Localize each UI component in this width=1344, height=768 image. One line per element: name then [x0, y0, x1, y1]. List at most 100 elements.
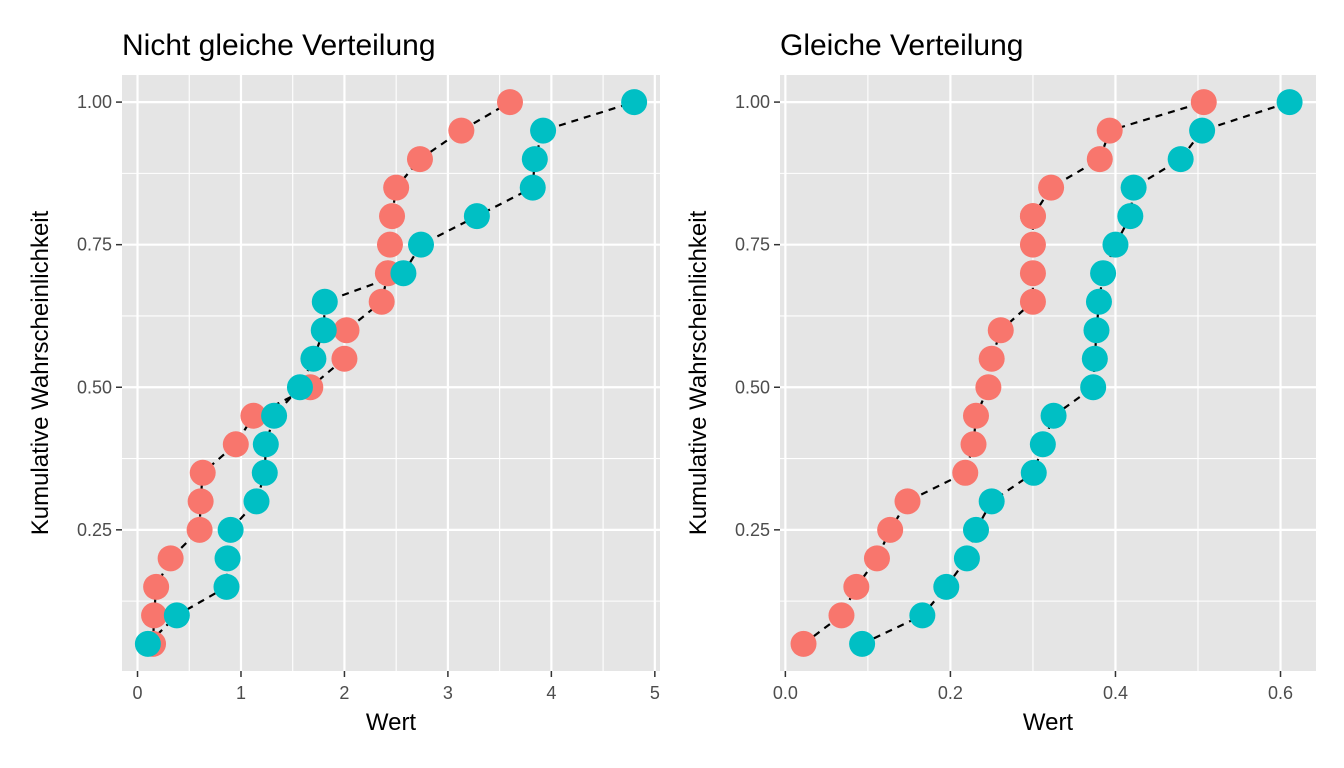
y-tick-label: 1.00 — [735, 92, 770, 112]
data-point — [962, 516, 989, 543]
x-tick-label: 0.6 — [1268, 683, 1293, 703]
chart-title-left: Nicht gleiche Verteilung — [122, 29, 436, 62]
data-point — [1102, 231, 1129, 258]
data-point — [157, 545, 184, 572]
plot-panel-right — [780, 75, 1316, 671]
data-point — [978, 345, 1005, 372]
plot-panel-left — [122, 75, 660, 671]
data-point — [186, 516, 213, 543]
y-tick-label: 0.75 — [77, 235, 112, 255]
data-point — [187, 488, 214, 515]
y-tick-label: 0.25 — [77, 520, 112, 540]
data-point — [843, 573, 870, 600]
x-tick-label: 1 — [236, 683, 246, 703]
data-point — [953, 545, 980, 572]
y-axis-title-right: Kumulative Wahrscheinlichkeit — [685, 210, 712, 535]
data-point — [163, 602, 190, 629]
y-tick-label: 0.75 — [735, 235, 770, 255]
data-point — [134, 630, 161, 657]
data-point — [877, 516, 904, 543]
y-axis-title-left: Kumulative Wahrscheinlichkeit — [27, 210, 54, 535]
gridlines-right — [780, 75, 1316, 671]
data-point — [978, 488, 1005, 515]
data-point — [496, 89, 523, 116]
data-point — [463, 203, 490, 230]
data-point — [240, 402, 267, 429]
data-point — [379, 203, 406, 230]
data-point — [1189, 117, 1216, 144]
data-point — [894, 488, 921, 515]
data-point — [1038, 174, 1065, 201]
x-axis-title-right: Wert — [1023, 709, 1074, 736]
data-point — [251, 459, 278, 486]
data-point — [1081, 345, 1108, 372]
data-point — [962, 402, 989, 429]
data-point — [621, 89, 648, 116]
data-point — [1167, 146, 1194, 173]
data-point — [1120, 174, 1147, 201]
data-point — [1085, 288, 1112, 315]
data-point — [1117, 203, 1144, 230]
data-point — [1019, 203, 1046, 230]
data-point — [828, 602, 855, 629]
data-point — [189, 459, 216, 486]
data-point — [1029, 431, 1056, 458]
chart-title-right: Gleiche Verteilung — [780, 29, 1024, 62]
data-point — [300, 345, 327, 372]
x-tick-label: 5 — [650, 683, 660, 703]
data-point — [1276, 89, 1303, 116]
x-ticks-left: 0 1 2 3 4 5 — [133, 671, 660, 703]
y-tick-label: 0.25 — [735, 520, 770, 540]
data-point — [960, 431, 987, 458]
data-point — [1019, 260, 1046, 287]
data-point — [406, 146, 433, 173]
data-point — [849, 630, 876, 657]
x-tick-label: 3 — [443, 683, 453, 703]
y-tick-label: 0.50 — [77, 377, 112, 397]
data-point — [390, 260, 417, 287]
y-ticks-left: 0.25 0.50 0.75 1.00 — [77, 92, 122, 540]
data-point — [222, 431, 249, 458]
x-tick-label: 4 — [546, 683, 556, 703]
data-point — [448, 117, 475, 144]
x-axis-title-left: Wert — [366, 709, 417, 736]
data-point — [1096, 117, 1123, 144]
data-point — [975, 374, 1002, 401]
data-point — [1190, 89, 1217, 116]
x-tick-label: 0 — [133, 683, 143, 703]
data-point — [331, 345, 358, 372]
data-point — [368, 288, 395, 315]
data-point — [933, 573, 960, 600]
data-point — [790, 630, 817, 657]
data-point — [333, 317, 360, 344]
data-point — [311, 288, 338, 315]
x-tick-label: 0.0 — [773, 683, 798, 703]
data-point — [141, 602, 168, 629]
data-point — [243, 488, 270, 515]
data-point — [519, 174, 546, 201]
data-point — [143, 573, 170, 600]
data-point — [213, 573, 240, 600]
data-point — [1086, 146, 1113, 173]
data-point — [214, 545, 241, 572]
data-point — [376, 231, 403, 258]
data-point — [383, 174, 410, 201]
data-point — [863, 545, 890, 572]
points-right — [790, 89, 1303, 657]
data-point — [1019, 231, 1046, 258]
x-ticks-right: 0.0 0.2 0.4 0.6 — [773, 671, 1293, 703]
y-tick-label: 1.00 — [77, 92, 112, 112]
data-point — [261, 402, 288, 429]
data-point — [521, 146, 548, 173]
x-tick-label: 2 — [339, 683, 349, 703]
chart-right: Gleiche Verteilung 0.0 0.2 0.4 0.6 0.25 0.50… — [685, 29, 1316, 736]
data-point — [310, 317, 337, 344]
data-point — [286, 374, 313, 401]
data-point — [909, 602, 936, 629]
data-point — [217, 516, 244, 543]
data-point — [1090, 260, 1117, 287]
points-left — [134, 89, 648, 657]
data-point — [252, 431, 279, 458]
y-ticks-right: 0.25 0.50 0.75 1.00 — [735, 92, 780, 540]
data-point — [1020, 459, 1047, 486]
